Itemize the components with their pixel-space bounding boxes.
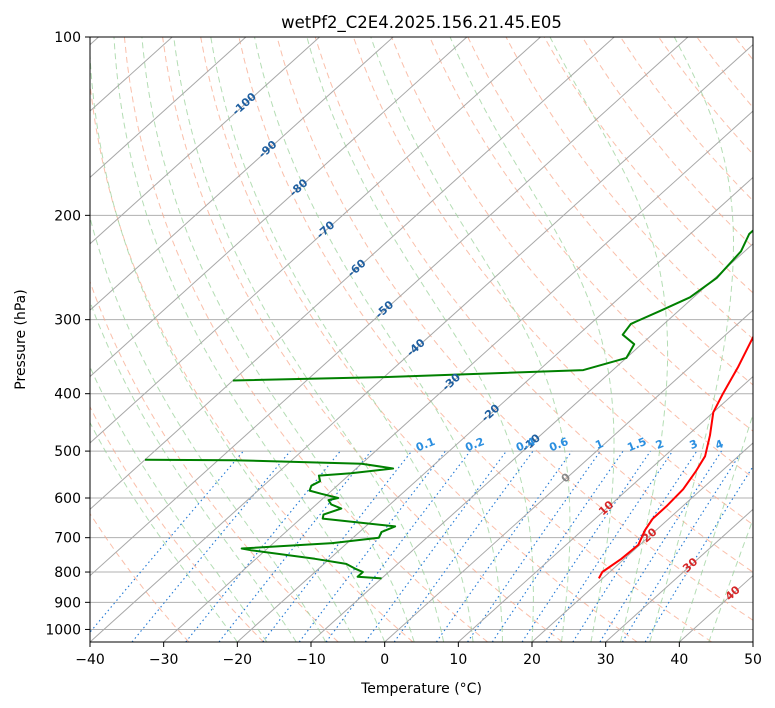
moist-adiabat [90, 365, 268, 642]
dry-adiabat [90, 280, 339, 642]
dry-adiabat [200, 37, 638, 642]
mixing-ratio-line [435, 450, 573, 642]
dry-adiabat [162, 37, 563, 642]
isotherm-line [90, 37, 541, 444]
isotherm-line [384, 309, 753, 642]
mixing-ratio-line [325, 450, 471, 642]
pressure-gridlines [90, 37, 753, 630]
chart-title: wetPf2_C2E4.2025.156.21.45.E05 [281, 13, 562, 33]
plot-frame [89, 36, 754, 643]
x-tick-label: 10 [449, 652, 467, 668]
dewpoint-upper-line [232, 229, 753, 382]
x-axis-title: Temperature (°C) [360, 681, 482, 697]
mixing-ratio-line [298, 450, 446, 642]
moist-adiabat [549, 37, 669, 642]
profile-lines [144, 229, 753, 580]
mixing-ratio-line [467, 450, 601, 642]
mixing-ratio-line [599, 450, 722, 642]
moist-adiabat [113, 37, 386, 642]
x-tick-label: −30 [149, 652, 179, 668]
dry-adiabat [467, 37, 753, 386]
isotherm-line [90, 37, 394, 311]
y-tick-label: 400 [54, 387, 81, 403]
y-axis-title: Pressure (hPa) [13, 289, 29, 389]
mixing-ratio-line [491, 450, 624, 642]
mixing-ratio-line [185, 450, 341, 642]
dry-adiabat [352, 37, 753, 526]
x-tick-label: −10 [296, 652, 326, 668]
mixing-ratio-label: 2 [654, 437, 666, 452]
y-tick-label: 200 [54, 208, 81, 224]
y-tick-label: 900 [54, 595, 81, 611]
isotherm-line [163, 110, 753, 642]
mixing-ratio-line [572, 450, 698, 642]
dry-adiabat [90, 512, 190, 642]
y-tick-label: 100 [54, 30, 81, 46]
dry-adiabat [429, 37, 753, 432]
dry-adiabat [123, 37, 488, 642]
plot-area: -100-90-80-70-60-50-40-30-20-10010203040… [90, 37, 753, 642]
y-axis-ticks: 100 200 300 400 500 600 700 800 900 1000 [45, 30, 90, 638]
moist-adiabat [90, 44, 356, 642]
x-tick-label: 0 [380, 652, 389, 668]
temperature-line [598, 334, 753, 579]
x-tick-label: 20 [523, 652, 541, 668]
y-tick-label: 1000 [45, 622, 81, 638]
mixing-ratio-line [621, 450, 743, 642]
moist-adiabat [449, 37, 615, 642]
isotherm-line [310, 243, 753, 642]
moist-adiabat [210, 37, 474, 642]
x-axis-ticks: −40 −30 −20 −10 0 10 20 30 40 50 [75, 642, 762, 668]
mixing-ratio-line [545, 450, 674, 642]
mixing-ratio-line [218, 450, 372, 642]
x-tick-label: 30 [597, 652, 615, 668]
mixing-ratio-label: 3 [688, 437, 700, 452]
moist-adiabat [678, 412, 753, 642]
mixing-ratio-line [521, 450, 651, 642]
isotherm-line [90, 37, 689, 577]
x-tick-label: 50 [744, 652, 762, 668]
isotherm-line [605, 508, 753, 642]
isotherm-line [90, 37, 615, 510]
y-tick-label: 300 [54, 313, 81, 329]
moist-adiabats [90, 37, 753, 642]
isotherm-line [90, 37, 320, 245]
dry-adiabat [505, 37, 753, 340]
isotherm-line [90, 37, 247, 179]
dewpoint-line [144, 458, 397, 580]
y-tick-label: 600 [54, 491, 81, 507]
moist-adiabat [90, 300, 297, 642]
y-tick-label: 500 [54, 444, 81, 460]
x-tick-label: −40 [75, 652, 105, 668]
isotherm-line [457, 375, 753, 642]
moist-adiabat [306, 37, 534, 642]
moist-adiabat [649, 37, 734, 642]
isotherm-line [531, 442, 753, 642]
moist-adiabat [173, 37, 445, 642]
isotherm-line [90, 44, 753, 642]
moist-adiabat [708, 518, 753, 642]
x-tick-label: 40 [670, 652, 688, 668]
dry-adiabat [276, 37, 753, 621]
y-tick-label: 800 [54, 565, 81, 581]
dry-adiabat [314, 37, 753, 573]
moist-adiabat [90, 421, 238, 642]
x-tick-label: −20 [223, 652, 253, 668]
moist-adiabat [370, 37, 571, 642]
isotherm-line [90, 37, 468, 378]
moist-adiabat [254, 37, 503, 642]
dry-adiabat [90, 79, 414, 642]
moist-adiabat [90, 215, 327, 642]
y-tick-label: 700 [54, 531, 81, 547]
dry-adiabat [90, 405, 264, 642]
mixing-ratio-label: 1 [593, 437, 605, 452]
